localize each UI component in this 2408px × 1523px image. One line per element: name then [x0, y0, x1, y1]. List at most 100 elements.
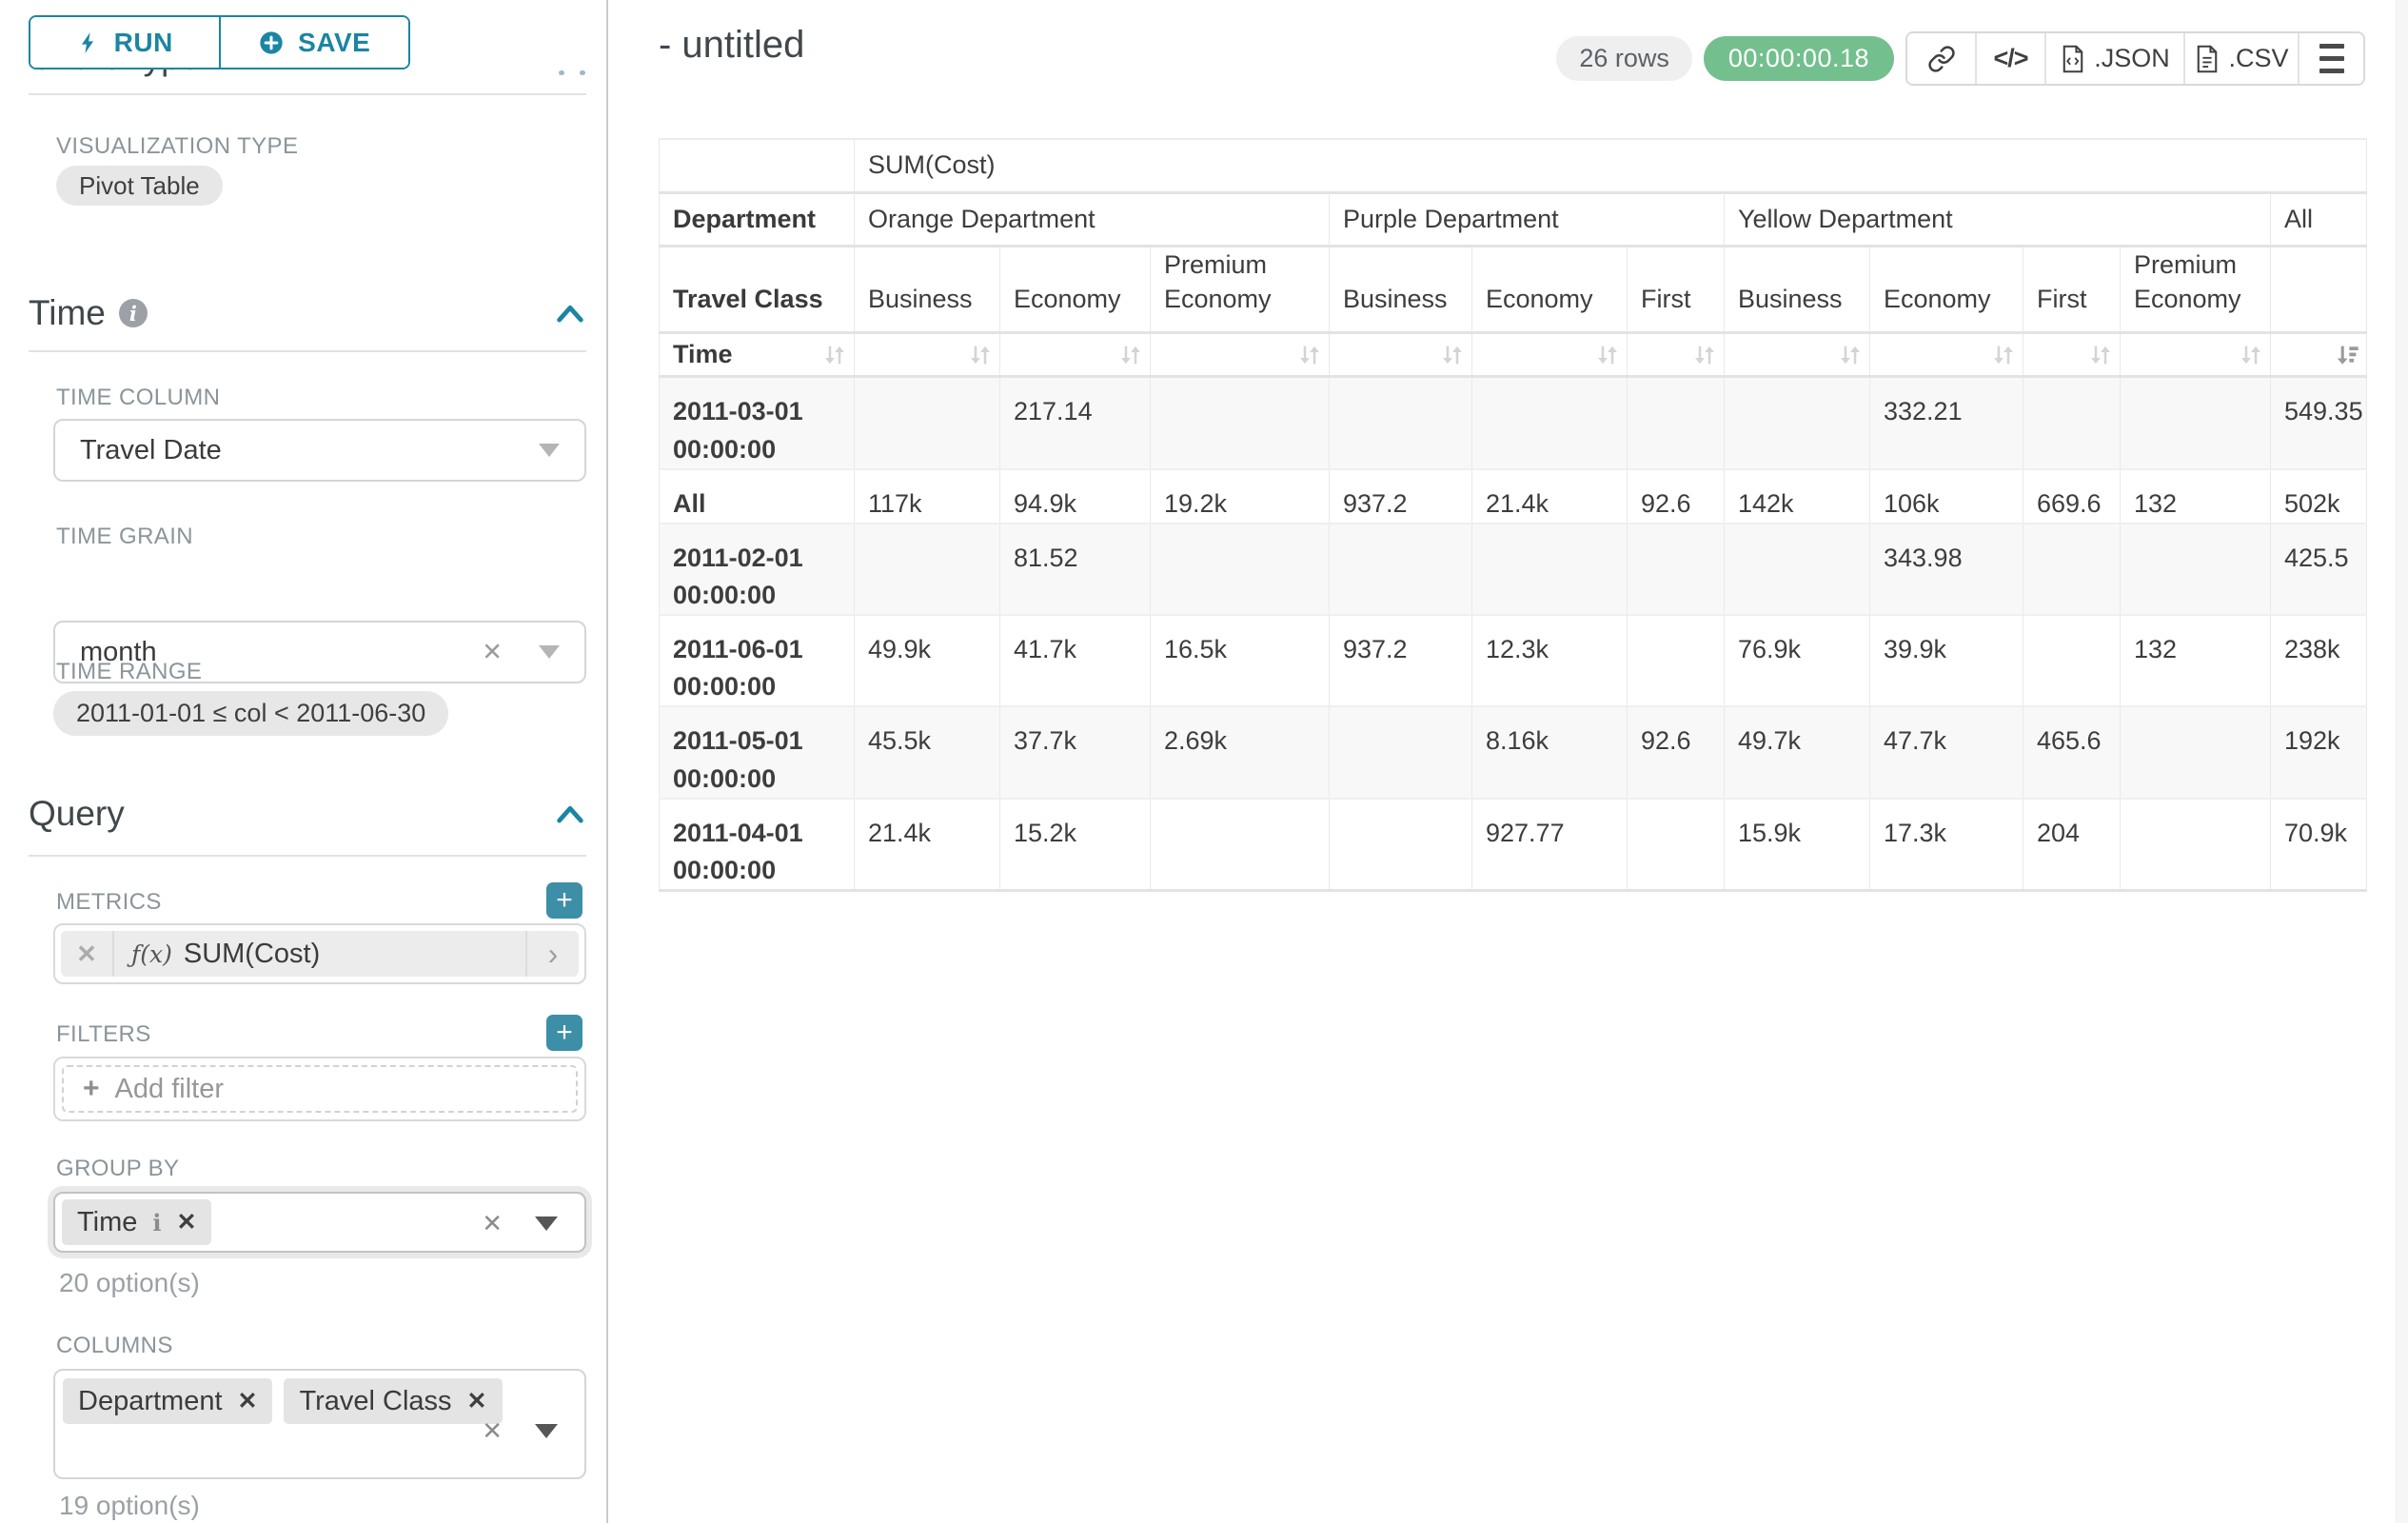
remove-tag-icon[interactable]: ✕	[238, 1387, 258, 1415]
sort-cell[interactable]	[1000, 333, 1151, 377]
sort-cell[interactable]	[2023, 333, 2121, 377]
link-icon	[1927, 45, 1956, 73]
empty-corner-cell	[660, 139, 855, 192]
copy-link-button[interactable]	[1907, 33, 1975, 84]
class-header: Business	[1725, 246, 1870, 333]
time-range-pill[interactable]: 2011-01-01 ≤ col < 2011-06-30	[53, 691, 448, 736]
sort-icon[interactable]	[1691, 342, 1718, 368]
chevron-down-icon[interactable]	[535, 1216, 558, 1231]
group-header-all: All	[2271, 192, 2367, 246]
sort-cell[interactable]	[855, 333, 1000, 377]
pivot-row: All117k94.9k19.2k937.221.4k92.6142k106k6…	[660, 469, 2367, 524]
sort-cell[interactable]	[1628, 333, 1725, 377]
sort-cell[interactable]	[1151, 333, 1330, 377]
json-button-label: .JSON	[2094, 44, 2170, 73]
sort-cell[interactable]	[1725, 333, 1870, 377]
sort-icon[interactable]	[1990, 342, 2017, 368]
sort-icon[interactable]	[2334, 342, 2360, 368]
function-icon: ƒ(x)	[131, 940, 172, 968]
pivot-cell	[2023, 524, 2121, 615]
pivot-table: SUM(Cost) Department Orange Department P…	[659, 138, 2367, 892]
group-header-purple: Purple Department	[1330, 192, 1725, 246]
metrics-label: METRICS	[56, 889, 162, 916]
group-by-tag-time[interactable]: Time i ✕	[62, 1199, 211, 1245]
save-button-label: SAVE	[298, 28, 370, 58]
pivot-cell: 49.9k	[855, 615, 1000, 706]
query-section-heading: Query	[29, 794, 125, 834]
pivot-cell	[1151, 377, 1330, 469]
pivot-cell: 465.6	[2023, 706, 2121, 798]
sort-icon[interactable]	[1594, 342, 1621, 368]
json-file-icon	[2060, 45, 2086, 73]
clear-icon[interactable]: ✕	[482, 1209, 503, 1238]
metric-item[interactable]: ✕ ƒ(x) SUM(Cost) ›	[61, 931, 579, 977]
pivot-cell: 92.6	[1628, 469, 1725, 524]
export-json-button[interactable]: .JSON	[2044, 33, 2183, 84]
remove-tag-icon[interactable]: ✕	[467, 1387, 487, 1415]
sort-icon[interactable]	[2238, 342, 2264, 368]
pivot-row: 2011-03-01 00:00:00217.14332.21549.35	[660, 377, 2367, 469]
plus-circle-icon	[258, 30, 285, 56]
pivot-cell	[1628, 799, 1725, 891]
view-query-button[interactable]: </>	[1975, 33, 2044, 84]
columns-select[interactable]: Department ✕ Travel Class ✕ ✕	[53, 1369, 586, 1479]
sort-icon[interactable]	[2087, 342, 2114, 368]
query-timer-badge: 00:00:00.18	[1704, 36, 1894, 81]
sort-icon[interactable]	[1296, 342, 1323, 368]
chevron-down-icon[interactable]	[535, 1424, 558, 1438]
collapse-chevron-icon[interactable]	[554, 301, 586, 326]
export-csv-button[interactable]: .CSV	[2183, 33, 2298, 84]
metric-header-cell: SUM(Cost)	[855, 139, 2367, 192]
clear-icon[interactable]: ✕	[482, 1416, 503, 1446]
pivot-cell: 21.4k	[1472, 469, 1628, 524]
pivot-cell: 192k	[2271, 706, 2367, 798]
sort-cell-active[interactable]	[2271, 333, 2367, 377]
run-button[interactable]: RUN	[30, 17, 219, 68]
travel-class-header-row: Travel Class Business Economy Premium Ec…	[660, 246, 2367, 333]
sort-cell[interactable]	[1472, 333, 1628, 377]
time-row-label: Time	[660, 333, 855, 377]
remove-metric-icon[interactable]: ✕	[61, 931, 114, 977]
pivot-cell: 106k	[1870, 469, 2023, 524]
sort-cell[interactable]	[1330, 333, 1472, 377]
sort-icon[interactable]	[821, 342, 848, 368]
scrollbar-track[interactable]	[2396, 0, 2408, 1523]
sort-icon[interactable]	[967, 342, 994, 368]
pivot-cell: 8.16k	[1472, 706, 1628, 798]
chart-title[interactable]: - untitled	[659, 24, 804, 67]
collapse-chevron-icon[interactable]	[554, 801, 586, 826]
pivot-cell: 15.2k	[1000, 799, 1151, 891]
group-by-label: GROUP BY	[56, 1156, 179, 1182]
lightning-icon	[76, 30, 101, 55]
remove-tag-icon[interactable]: ✕	[177, 1208, 197, 1236]
add-filter-button[interactable]: + Add filter	[62, 1065, 578, 1113]
pivot-cell	[1628, 524, 1725, 615]
add-filter-plus-button[interactable]: +	[546, 1015, 582, 1051]
time-column-label: TIME COLUMN	[56, 385, 220, 411]
pivot-cell	[855, 524, 1000, 615]
sort-cell[interactable]	[2121, 333, 2271, 377]
pivot-cell: 132	[2121, 469, 2271, 524]
columns-tag-travel-class[interactable]: Travel Class ✕	[284, 1378, 502, 1424]
pivot-cell: 132	[2121, 615, 2271, 706]
sort-cell[interactable]	[1870, 333, 2023, 377]
time-grain-label: TIME GRAIN	[56, 524, 193, 550]
visualization-type-pill[interactable]: Pivot Table	[56, 166, 223, 206]
chevron-right-icon[interactable]: ›	[525, 931, 579, 977]
add-metric-button[interactable]: +	[546, 882, 582, 919]
menu-button[interactable]	[2298, 33, 2363, 84]
columns-tag-department[interactable]: Department ✕	[63, 1378, 272, 1424]
save-button[interactable]: SAVE	[219, 17, 409, 68]
travel-class-row-label: Travel Class	[660, 246, 855, 333]
row-label: 2011-05-01 00:00:00	[660, 706, 855, 798]
row-count-badge: 26 rows	[1556, 36, 1692, 81]
row-label: 2011-03-01 00:00:00	[660, 377, 855, 469]
sort-icon[interactable]	[1837, 342, 1864, 368]
group-by-select[interactable]: Time i ✕ ✕	[53, 1192, 586, 1253]
sort-icon[interactable]	[1439, 342, 1466, 368]
clear-icon[interactable]: ✕	[482, 638, 503, 667]
time-column-select[interactable]: Travel Date	[53, 419, 586, 482]
pivot-cell: 37.7k	[1000, 706, 1151, 798]
class-header: Economy	[1870, 246, 2023, 333]
sort-icon[interactable]	[1117, 342, 1144, 368]
